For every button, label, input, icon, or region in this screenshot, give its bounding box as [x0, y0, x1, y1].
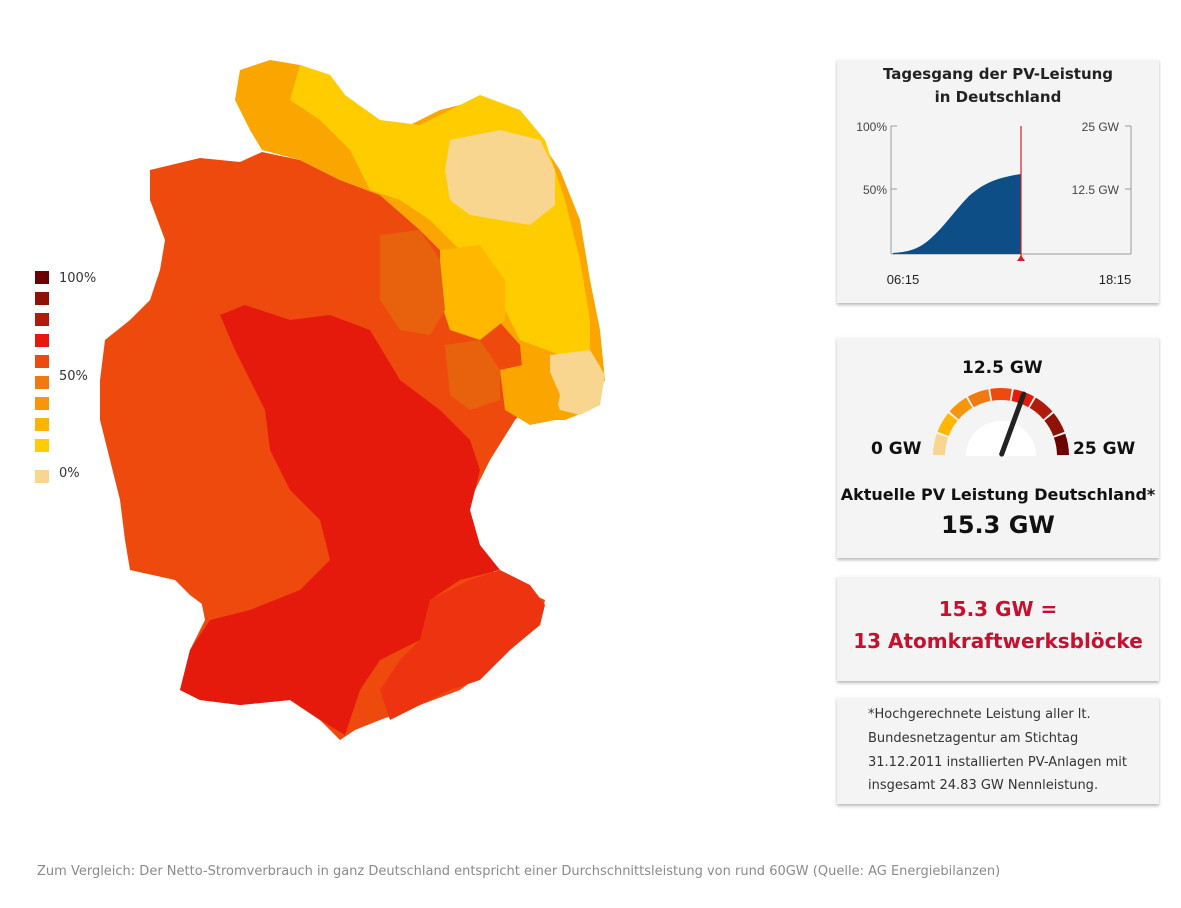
gauge-segment — [933, 433, 949, 456]
legend-swatch-50 — [35, 376, 49, 389]
map-region-south-red — [180, 305, 500, 735]
map-region-saxonyanhalt-amber — [440, 245, 505, 340]
footnote-line-1: *Hochgerechnete Leistung aller lt. — [868, 707, 1091, 722]
x-label-start: 06:15 — [887, 272, 920, 287]
footnote-line-2: Bundesnetzagentur am Stichtag — [868, 731, 1079, 746]
legend-label-50: 50% — [59, 369, 88, 384]
y-left-label-50: 50% — [863, 183, 887, 197]
footnote-line-4: insgesamt 24.83 GW Nennleistung. — [868, 778, 1099, 793]
legend-swatch-20 — [35, 439, 49, 452]
legend-swatch-90 — [35, 292, 49, 305]
map-legend: 100% 50% 0% — [35, 271, 115, 486]
gauge-segment — [1044, 413, 1065, 437]
footer-comparison-note: Zum Vergleich: Der Netto-Stromverbrauch … — [37, 864, 1001, 879]
map-region-lausitz-pale — [550, 350, 605, 415]
gauge-needle — [999, 391, 1027, 457]
gauge-max-label: 25 GW — [1073, 439, 1136, 459]
gauge-min-label: 0 GW — [871, 439, 922, 459]
gauge-segment — [967, 389, 991, 408]
equivalence-line2: 13 Atomkraftwerksblöcke — [853, 629, 1143, 653]
equivalence-line1: 15.3 GW = — [938, 597, 1058, 621]
gauge-segment — [937, 413, 958, 437]
gauge-caption: Aktuelle PV Leistung Deutschland* — [840, 485, 1156, 504]
daily-output-panel: Tagesgang der PV-Leistung in Deutschland… — [837, 59, 1159, 303]
x-label-end: 18:15 — [1099, 272, 1132, 287]
map-region-rhineland — [120, 380, 310, 610]
y-right-label-12-5: 12.5 GW — [1072, 183, 1120, 197]
chart-title-line2: in Deutschland — [934, 88, 1062, 106]
map-region-middle-orange — [380, 230, 445, 335]
equivalence-panel: 15.3 GW = 13 Atomkraftwerksblöcke — [837, 576, 1159, 681]
footnote-panel: *Hochgerechnete Leistung aller lt. Bunde… — [837, 697, 1159, 804]
current-output-value: 15.3 GW — [941, 511, 1055, 539]
legend-label-100: 100% — [59, 271, 97, 286]
legend-swatch-0 — [35, 470, 49, 483]
gauge-segment — [1053, 433, 1069, 456]
gauge-hub — [966, 421, 1036, 456]
legend-swatch-40 — [35, 397, 49, 410]
y-right-label-25: 25 GW — [1082, 120, 1120, 134]
gauge-mid-label: 12.5 GW — [962, 358, 1043, 378]
output-gauge — [933, 388, 1069, 457]
legend-swatch-60 — [35, 355, 49, 368]
chart-title-line1: Tagesgang der PV-Leistung — [882, 65, 1114, 83]
gauge-segment — [949, 397, 973, 420]
gauge-scale — [933, 388, 1069, 456]
footnote-line-3: 31.12.2011 installierten PV-Anlagen mit — [868, 755, 1127, 770]
daily-output-chart: 100% 50% 25 GW 12.5 GW 06:15 18:15 — [856, 120, 1132, 287]
map-region-saxony-amber — [500, 360, 560, 425]
gauge-segment — [1029, 397, 1053, 420]
map-region-southeast — [380, 570, 545, 720]
legend-swatch-70 — [35, 334, 49, 347]
legend-swatch-80 — [35, 313, 49, 326]
map-region-brandenburg-pale — [445, 130, 555, 225]
legend-label-0: 0% — [59, 466, 80, 481]
pv-output-curve — [893, 174, 1021, 254]
legend-swatch-100 — [35, 271, 49, 284]
gauge-segment — [990, 388, 1012, 401]
germany-map — [100, 60, 605, 740]
current-time-marker-tip — [1017, 255, 1025, 261]
y-left-label-100: 100% — [856, 120, 887, 134]
map-region-thuringia-orange — [445, 340, 500, 410]
current-output-panel: 12.5 GW 0 GW 25 GW Aktuelle PV Leistung … — [837, 337, 1159, 558]
legend-swatch-30 — [35, 418, 49, 431]
